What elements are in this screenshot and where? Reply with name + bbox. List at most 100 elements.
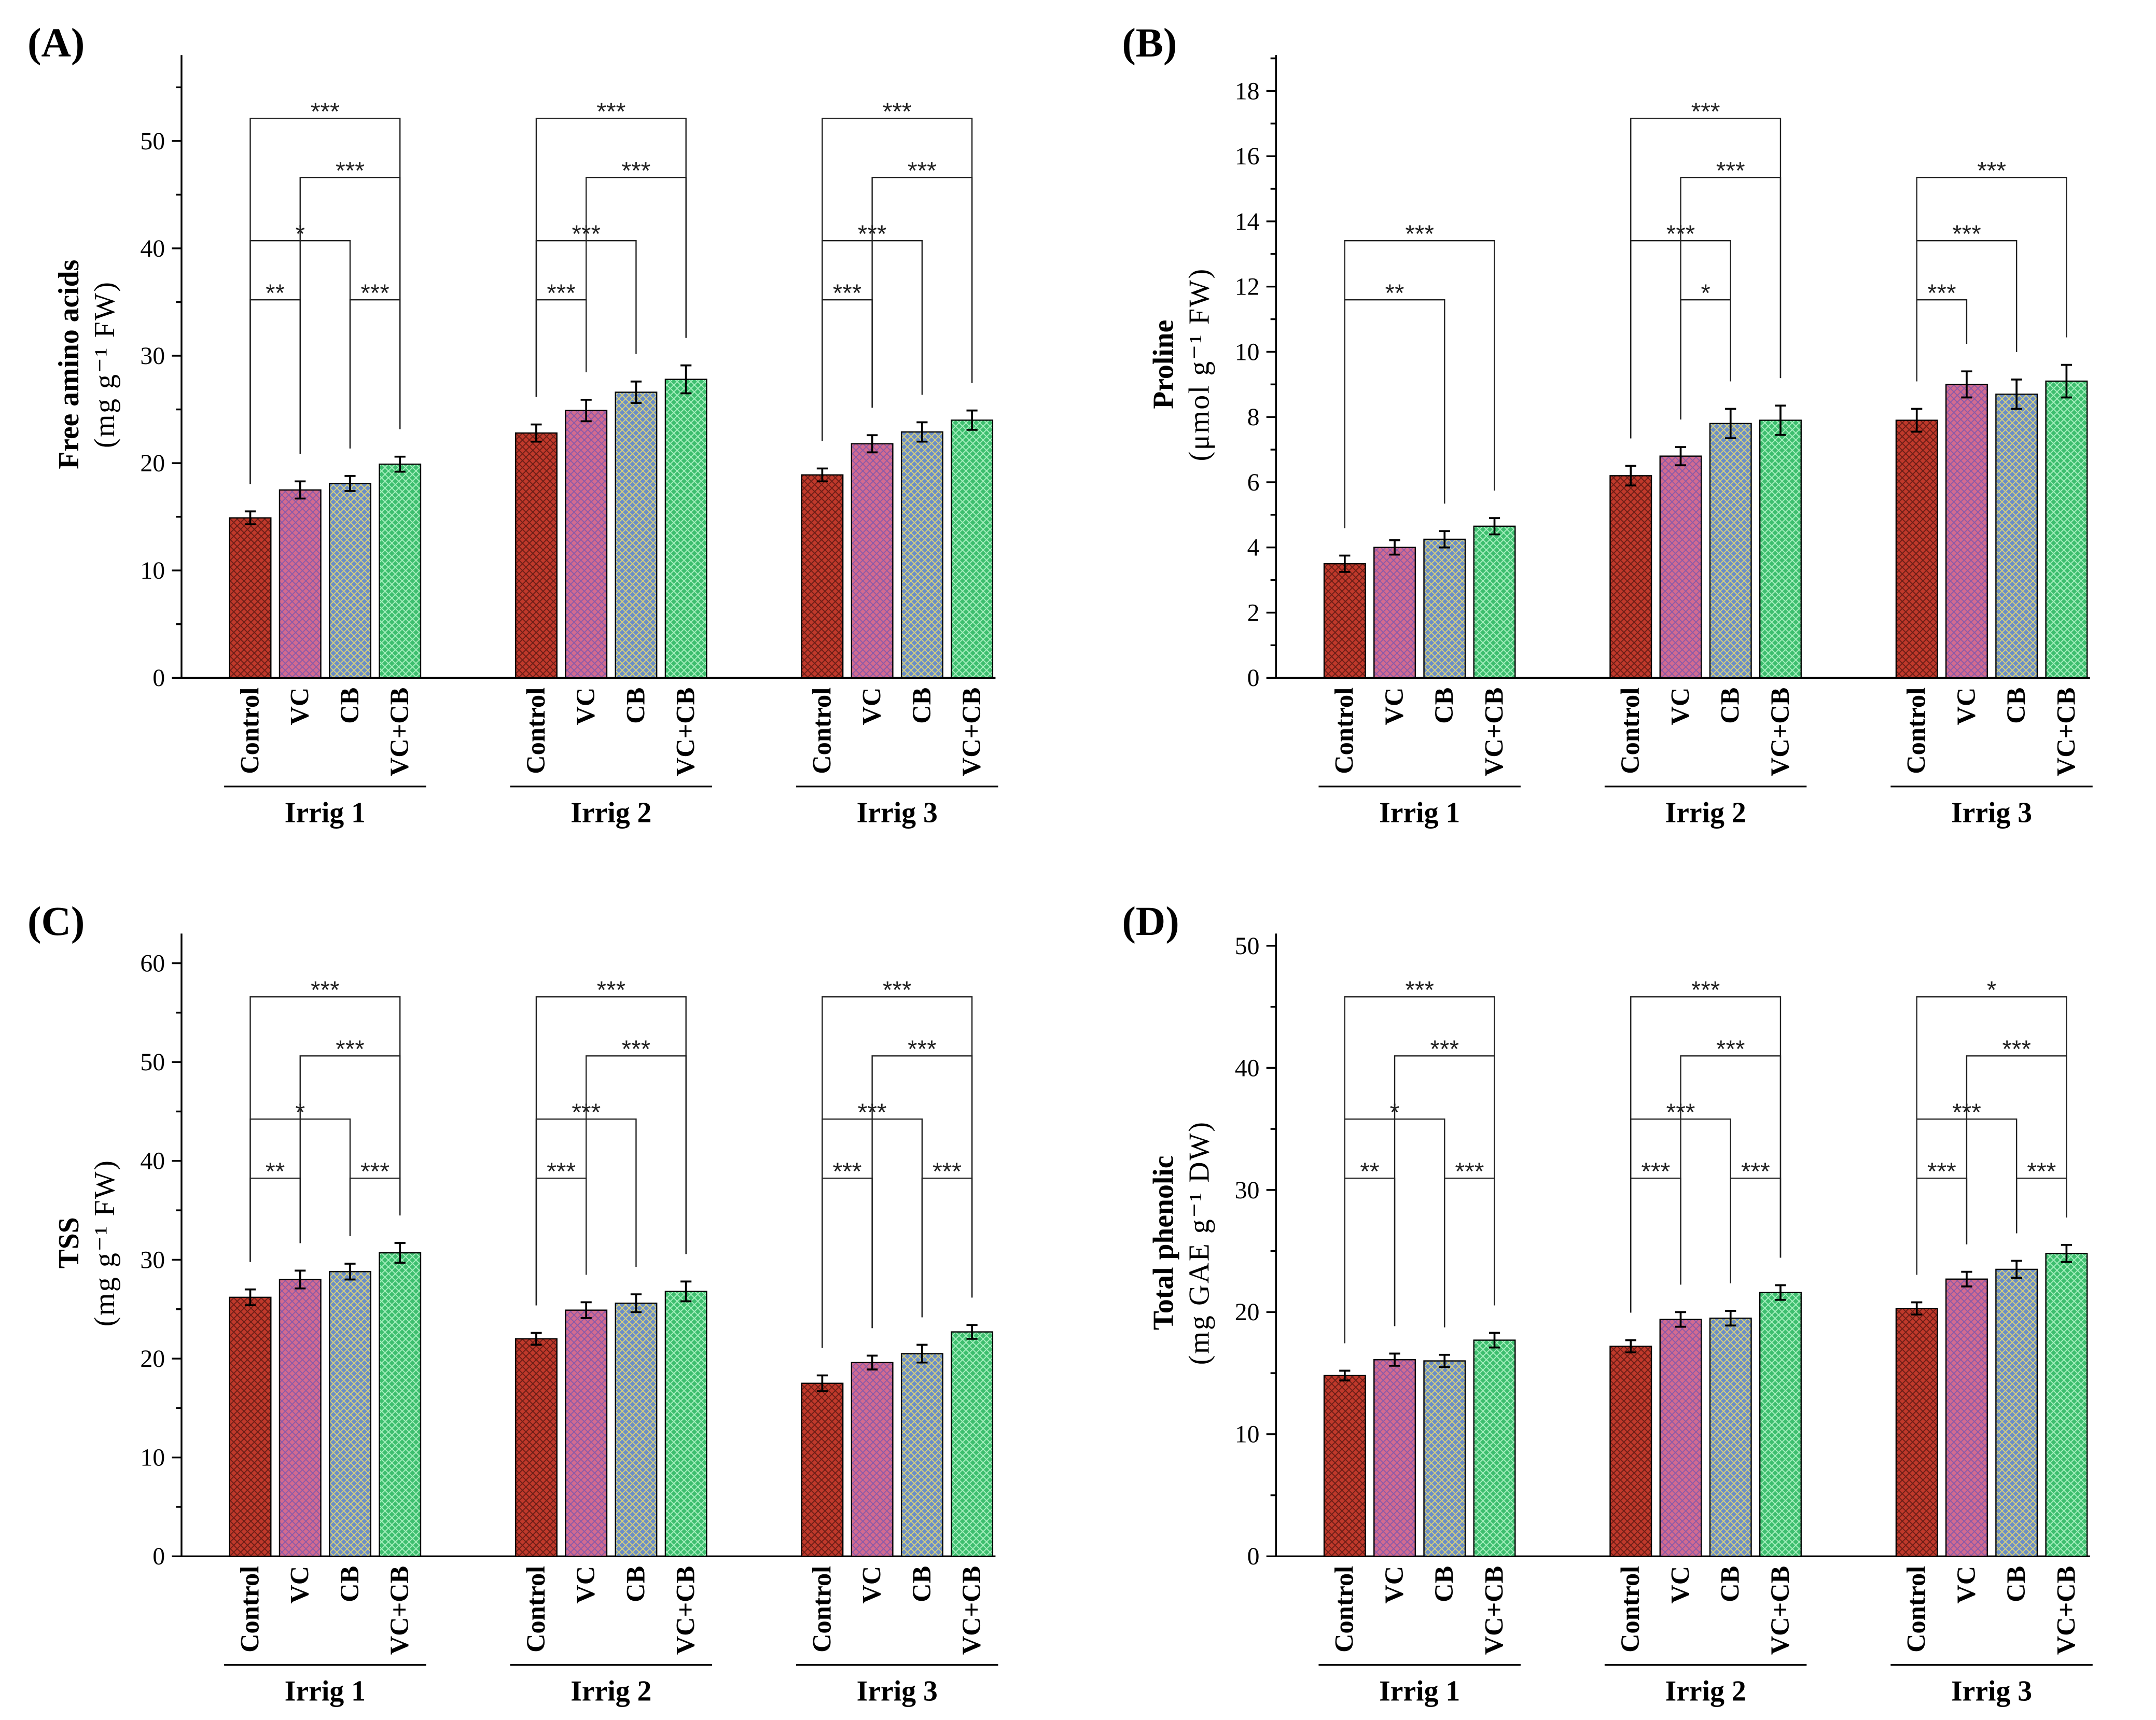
significance-bracket (1966, 1055, 2067, 1244)
bar-group-1: Control VC CB VC+CB Irrig 1 (1318, 517, 1521, 829)
y-tick-label: 10 (1235, 338, 1260, 366)
category-label: VC+CB (385, 688, 414, 776)
bar-group-1: Control VC CB VC+CB Irrig 1 (224, 1242, 426, 1708)
category-label: VC+CB (671, 688, 700, 776)
significance-label: *** (1952, 1099, 1981, 1126)
category-label: CB (907, 688, 936, 724)
error-bar (1775, 1284, 1786, 1301)
significance-label: *** (833, 1158, 862, 1185)
error-bar (1389, 1352, 1400, 1367)
category-label: VC+CB (1765, 688, 1795, 776)
significance-label: *** (1716, 157, 1745, 185)
significance-label: *** (1666, 220, 1695, 248)
category-label: Control (521, 688, 550, 774)
group-label: Irrig 2 (1665, 1675, 1746, 1708)
significance-bracket (535, 118, 687, 397)
y-tick-label: 10 (140, 1444, 165, 1472)
category-label: VC+CB (385, 1566, 414, 1655)
significance-label: *** (2002, 1036, 2031, 1063)
bar-group-3: Control VC CB VC+CB Irrig 3 (1890, 1243, 2093, 1708)
y-tick-label: 0 (152, 1543, 165, 1570)
significance-bracket (1444, 1178, 1495, 1327)
significance-label: *** (1405, 976, 1434, 1004)
y-axis-title: Free amino acids (53, 260, 85, 469)
error-bar (344, 475, 356, 492)
error-bar (816, 1374, 828, 1392)
error-bar (1489, 517, 1500, 536)
error-bar (1675, 446, 1687, 467)
error-bar (1625, 465, 1636, 487)
error-bar (1339, 1369, 1351, 1382)
error-bar (1961, 370, 1972, 399)
significance-label: ** (266, 1158, 285, 1185)
significance-label: *** (311, 976, 340, 1004)
significance-label: *** (1977, 157, 2006, 185)
bar-vc (1373, 547, 1416, 679)
y-tick-label: 40 (1235, 1054, 1260, 1082)
error-bar (1911, 408, 1923, 433)
significance-bracket (535, 996, 687, 1306)
error-bar (1775, 404, 1786, 436)
error-bar (966, 409, 978, 431)
significance-label: *** (336, 1036, 365, 1063)
significance-bracket (1344, 1178, 1396, 1344)
error-bar (531, 1332, 542, 1346)
bar-vc (851, 1362, 894, 1557)
significance-label: *** (1691, 98, 1720, 125)
error-bar (1489, 1332, 1500, 1349)
error-bar (295, 1269, 306, 1290)
bar-vc (565, 410, 608, 679)
panel-label: (A) (27, 20, 85, 66)
category-label: CB (335, 688, 364, 724)
significance-label: *** (1666, 1099, 1695, 1126)
error-bar (2011, 379, 2022, 410)
error-bar (244, 1288, 256, 1306)
significance-bracket (1344, 299, 1445, 528)
category-label: CB (2001, 1566, 2030, 1602)
y-tick-label: 0 (152, 664, 165, 692)
error-bar (580, 1301, 592, 1319)
bar-vc-cb (951, 1331, 994, 1557)
bar-vc-cb (1759, 1292, 1802, 1557)
category-label: Control (807, 688, 836, 774)
y-tick-label: 0 (1247, 664, 1260, 692)
bar-vc-cb (2045, 380, 2088, 679)
significance-label: *** (833, 279, 862, 307)
y-tick-label: 10 (1235, 1421, 1260, 1448)
significance-label: *** (1405, 220, 1434, 248)
significance-label: *** (596, 98, 625, 125)
y-tick-label: 20 (140, 450, 165, 477)
error-bar (1389, 539, 1400, 556)
significance-label: *** (360, 1158, 390, 1185)
category-label: CB (621, 1566, 650, 1602)
bar-vc (1659, 455, 1702, 679)
significance-bracket (535, 299, 587, 397)
group-label: Irrig 3 (857, 1675, 938, 1708)
category-label: CB (907, 1566, 936, 1602)
category-label: CB (1716, 688, 1745, 724)
bar-vc-cb (379, 1252, 422, 1557)
y-tick-label: 60 (140, 949, 165, 977)
significance-bracket (1916, 1178, 1968, 1275)
bar-cb (900, 431, 943, 679)
error-bar (867, 434, 878, 454)
category-label: Control (1616, 688, 1645, 774)
significance-label: *** (572, 1099, 601, 1126)
significance-bracket (349, 1178, 401, 1237)
category-label: VC+CB (957, 1566, 986, 1655)
y-tick-label: 12 (1235, 273, 1260, 301)
significance-label: *** (883, 98, 912, 125)
bar-vc-cb (951, 419, 994, 679)
bar-cb (1995, 393, 2038, 679)
significance-label: * (295, 1099, 305, 1126)
significance-label: *** (908, 157, 937, 185)
category-label: VC+CB (2051, 688, 2080, 776)
bar-group-3: Control VC CB VC+CB Irrig 3 (1890, 363, 2093, 829)
significance-label: *** (1455, 1158, 1484, 1185)
bar-group-1: Control VC CB VC+CB Irrig 1 (224, 455, 426, 829)
error-bar (916, 421, 928, 443)
y-tick-label: 30 (140, 1246, 165, 1274)
error-bar (2061, 363, 2072, 399)
y-axis-title: TSS (53, 1217, 85, 1268)
